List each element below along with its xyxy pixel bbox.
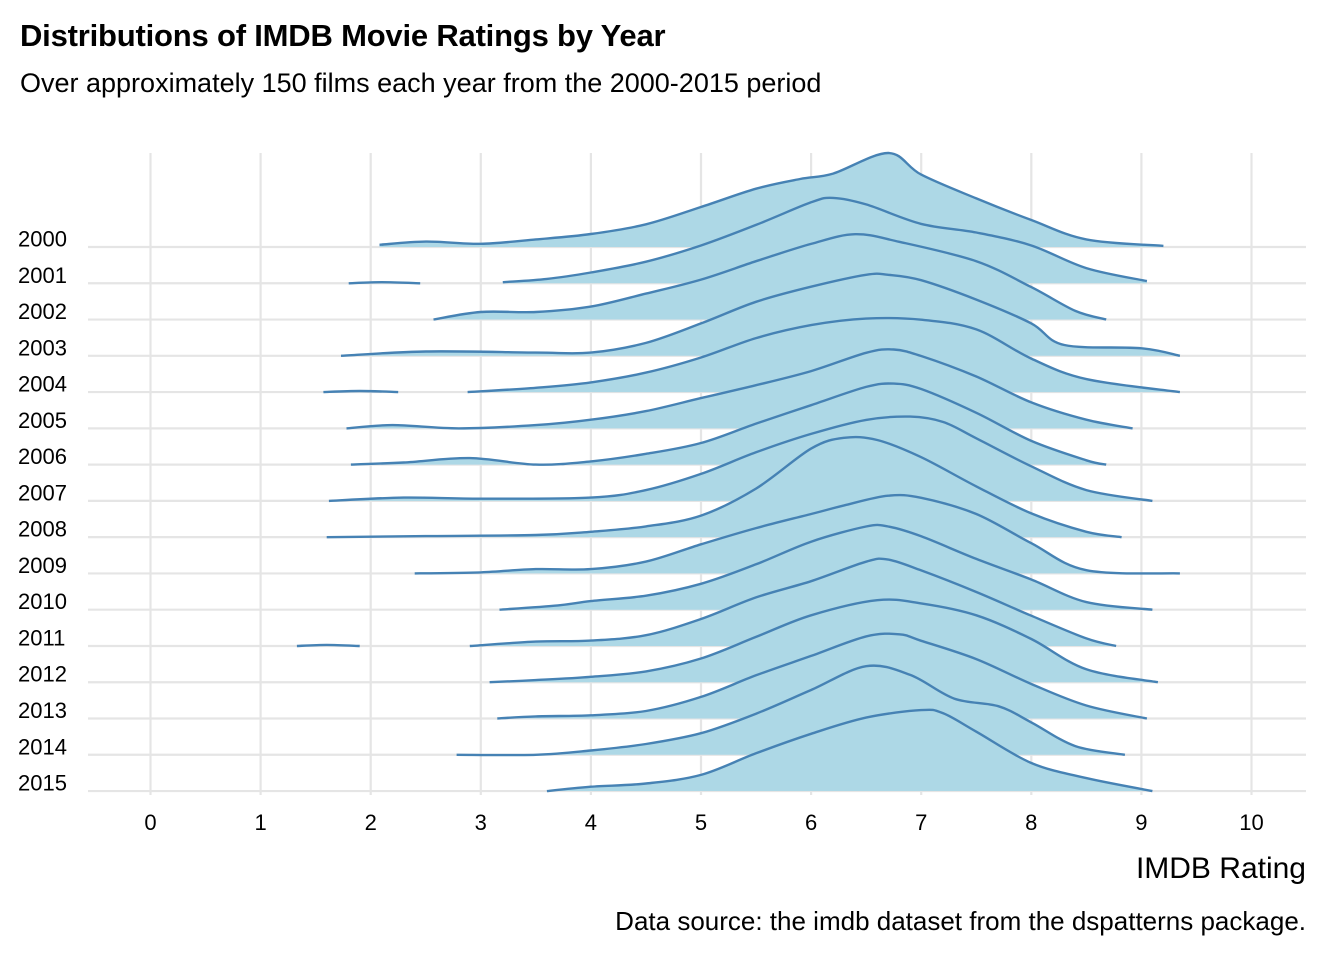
ridge-line-2008-0 — [326, 435, 1122, 539]
ridge-line-2015-0 — [546, 708, 1153, 793]
ridge-line-2000-0 — [379, 151, 1164, 248]
x-tick-label: 3 — [475, 810, 487, 835]
y-axis-label: 2002 — [18, 299, 67, 324]
ridge-fill-2015-0 — [546, 709, 1153, 792]
y-axis-label: 2008 — [18, 517, 67, 542]
y-axis-label: 2004 — [18, 372, 67, 397]
y-axis-label: 2001 — [18, 263, 67, 288]
y-axis-label: 2006 — [18, 444, 67, 469]
ridge-line-2011-0 — [296, 643, 360, 648]
x-tick-label: 1 — [254, 810, 266, 835]
ridge-2012 — [489, 598, 1159, 684]
y-axis-label: 2014 — [18, 734, 67, 759]
ridge-line-2010-0 — [499, 523, 1153, 611]
ridge-line-2013-0 — [497, 632, 1148, 720]
x-tick-label: 10 — [1239, 810, 1263, 835]
x-axis-tick-labels: 0 1 2 3 4 5 6 7 8 9 10 — [144, 810, 1263, 835]
ridge-line-2006-0 — [350, 382, 1107, 466]
ridge-fill-2012-0 — [489, 599, 1158, 683]
ridge-2015 — [546, 708, 1153, 793]
y-axis-label: 2005 — [18, 408, 67, 433]
ridge-line-2007-0 — [328, 415, 1153, 503]
ridge-line-2004-0 — [323, 389, 399, 394]
x-tick-label: 7 — [915, 810, 927, 835]
y-axis-label: 2003 — [18, 335, 67, 360]
y-axis-label: 2011 — [18, 625, 65, 650]
ridge-2009 — [414, 493, 1180, 575]
x-tick-label: 4 — [585, 810, 597, 835]
x-tick-label: 8 — [1025, 810, 1037, 835]
y-axis-label: 2012 — [18, 662, 67, 687]
y-axis-label: 2000 — [18, 227, 67, 252]
y-axis-label: 2013 — [18, 698, 67, 723]
x-axis-title: IMDB Rating — [1135, 852, 1306, 885]
ridge-2010 — [499, 523, 1153, 611]
chart-title: Distributions of IMDB Movie Ratings by Y… — [20, 18, 666, 53]
ridge-line-2003-0 — [340, 272, 1181, 357]
x-tick-label: 6 — [805, 810, 817, 835]
ridge-fill-2000-0 — [379, 152, 1164, 247]
ridge-line-2001-1 — [502, 196, 1148, 284]
x-tick-label: 9 — [1135, 810, 1147, 835]
y-axis-label: 2009 — [18, 553, 67, 578]
ridge-fill-2009-0 — [414, 494, 1180, 574]
chart-subtitle: Over approximately 150 films each year f… — [20, 68, 822, 98]
y-axis-labels: 2000 2001 2002 2003 2004 2005 2006 2007 2008 2009… — [18, 227, 67, 796]
ridge-fill-2013-0 — [497, 633, 1147, 719]
y-axis-label: 2007 — [18, 480, 67, 505]
ridge-2004 — [323, 316, 1181, 394]
ridge-line-2002-0 — [433, 232, 1107, 321]
ridges — [296, 151, 1181, 793]
ridge-2013 — [497, 632, 1148, 720]
ridge-line-2009-0 — [414, 493, 1180, 575]
ridge-line-2011-1 — [469, 557, 1117, 648]
x-tick-label: 5 — [695, 810, 707, 835]
x-tick-label: 0 — [144, 810, 156, 835]
ridge-line-2001-0 — [348, 281, 421, 285]
x-tick-label: 2 — [365, 810, 377, 835]
ridge-line-2005-0 — [346, 348, 1133, 430]
ridge-line-2012-0 — [489, 598, 1159, 684]
ridge-2000 — [379, 151, 1164, 248]
ridge-fill-2010-0 — [499, 524, 1153, 610]
ridge-line-2004-1 — [467, 316, 1181, 394]
y-axis-label: 2015 — [18, 771, 67, 796]
y-axis-label: 2010 — [18, 589, 67, 614]
chart-caption: Data source: the imdb dataset from the d… — [615, 906, 1306, 936]
ridge-line-2014-0 — [456, 664, 1126, 757]
